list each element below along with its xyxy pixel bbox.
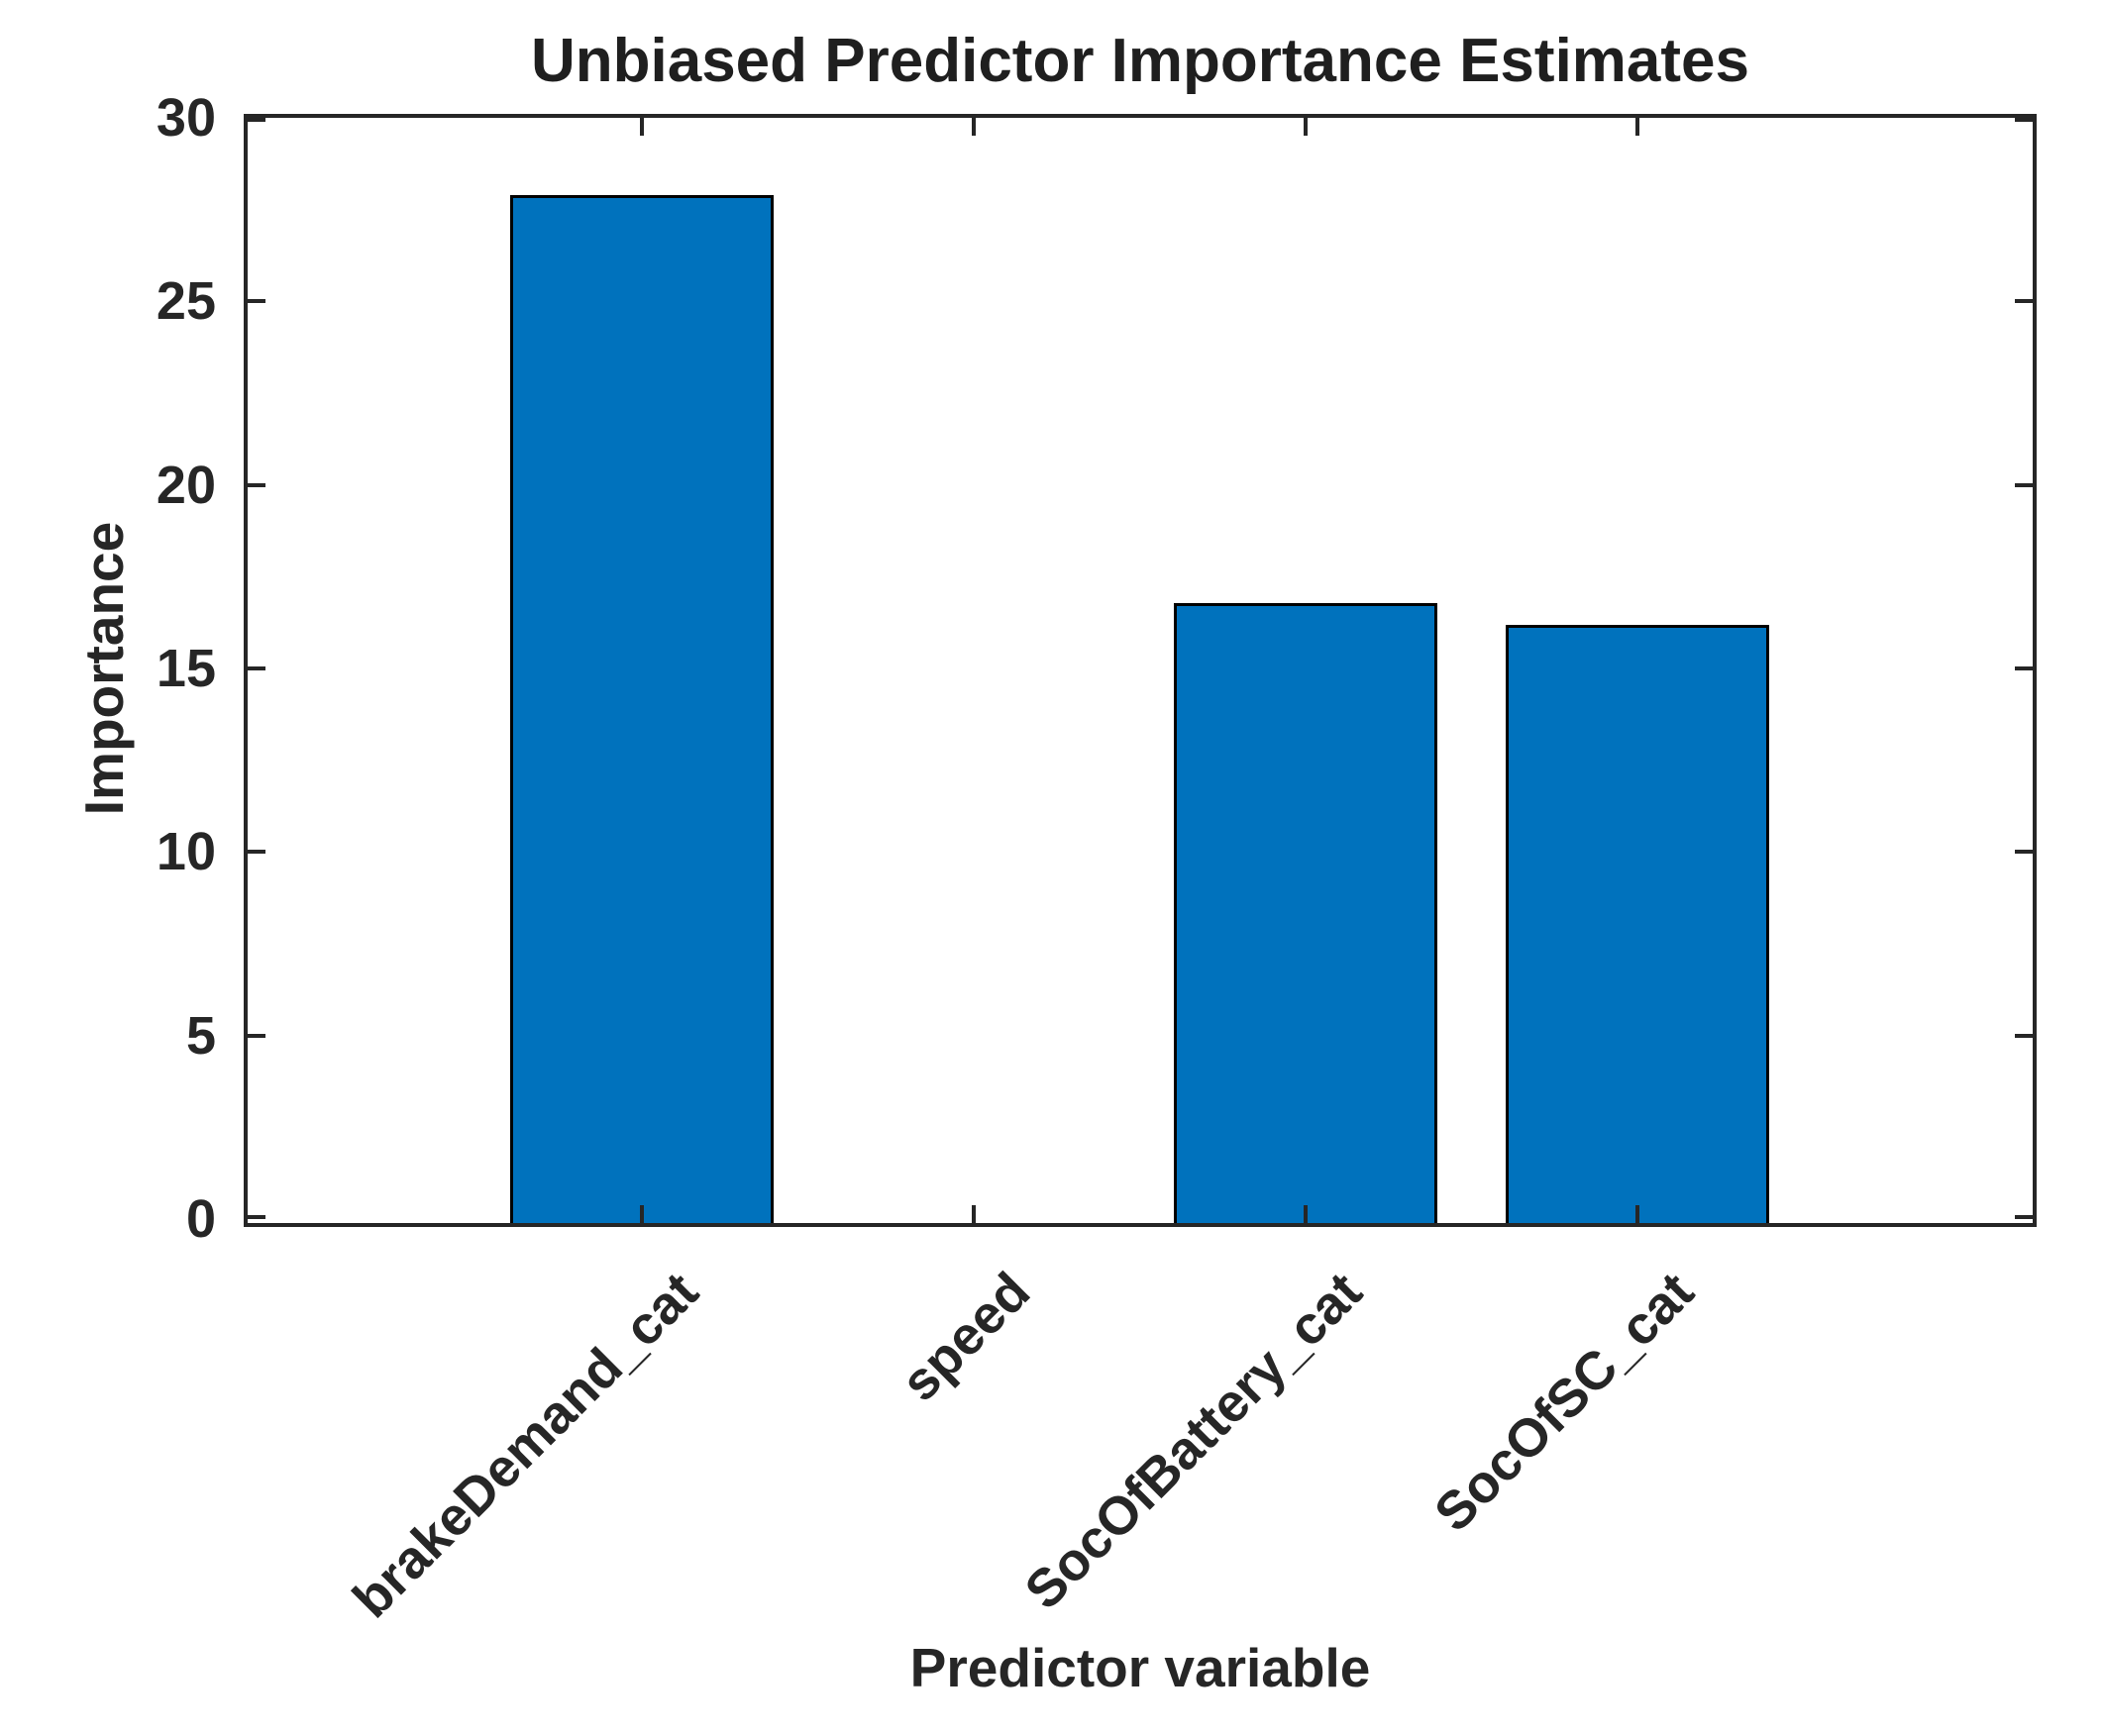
x-axis-label: Predictor variable — [909, 1637, 1371, 1698]
y-tick-30-y-left — [248, 118, 265, 122]
y-tick-20-y-right — [2015, 483, 2033, 487]
y-tick-25-y-right — [2015, 299, 2033, 303]
x-tick-SocOfBattery_cat-x-top — [1304, 118, 1308, 136]
x-tick-speed-x-top — [972, 118, 976, 136]
y-tick-30-y-right — [2015, 118, 2033, 122]
y-tick-10-y-right — [2015, 850, 2033, 854]
y-tick-15-y-left — [248, 666, 265, 670]
x-tick-label-speed: speed — [890, 1261, 1042, 1413]
x-tick-brakeDemand_cat-x-bottom — [640, 1205, 644, 1223]
x-tick-speed-x-bottom — [972, 1205, 976, 1223]
x-tick-SocOfBattery_cat-x-bottom — [1304, 1205, 1308, 1223]
y-tick-0-y-left — [248, 1215, 265, 1219]
x-tick-label-SocOfSC_cat: SocOfSC_cat — [1422, 1261, 1706, 1544]
x-tick-label-brakeDemand_cat: brakeDemand_cat — [341, 1261, 710, 1630]
x-tick-brakeDemand_cat-x-top — [640, 118, 644, 136]
y-tick-label-10: 10 — [156, 822, 216, 881]
y-tick-label-15: 15 — [156, 639, 216, 698]
x-tick-SocOfSC_cat-x-top — [1635, 118, 1639, 136]
y-tick-label-5: 5 — [185, 1006, 216, 1066]
y-tick-label-30: 30 — [156, 88, 216, 148]
plot-area — [244, 114, 2037, 1227]
y-tick-5-y-right — [2015, 1034, 2033, 1038]
chart-title: Unbiased Predictor Importance Estimates — [530, 27, 1750, 95]
y-tick-label-0: 0 — [185, 1189, 216, 1249]
x-tick-label-SocOfBattery_cat: SocOfBattery_cat — [1013, 1261, 1374, 1621]
y-tick-10-y-left — [248, 850, 265, 854]
bar-SocOfSC_cat — [1506, 625, 1769, 1223]
y-tick-0-y-right — [2015, 1215, 2033, 1219]
x-tick-SocOfSC_cat-x-bottom — [1635, 1205, 1639, 1223]
y-tick-label-20: 20 — [156, 456, 216, 515]
bar-brakeDemand_cat — [510, 195, 774, 1223]
y-tick-label-25: 25 — [156, 271, 216, 331]
y-tick-20-y-left — [248, 483, 265, 487]
y-tick-5-y-left — [248, 1034, 265, 1038]
y-tick-25-y-left — [248, 299, 265, 303]
y-tick-15-y-right — [2015, 666, 2033, 670]
bar-SocOfBattery_cat — [1174, 603, 1437, 1223]
